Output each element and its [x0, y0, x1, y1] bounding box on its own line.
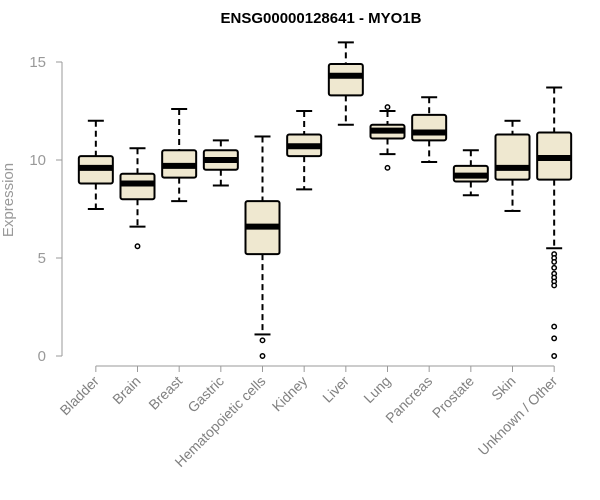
- y-axis: 0 5 10 15: [29, 54, 63, 365]
- x-tick-label: Unknown / Other: [475, 373, 561, 459]
- y-tick-label: 10: [29, 152, 46, 169]
- box-prostate: [452, 149, 489, 197]
- box-brain: [119, 147, 156, 250]
- x-tick-label: Breast: [145, 373, 185, 413]
- box-bladder: [77, 119, 114, 210]
- y-tick-label: 5: [38, 250, 46, 267]
- outlier-point: [551, 258, 558, 265]
- outlier-point: [551, 282, 558, 289]
- box-lung: [369, 104, 406, 171]
- box-gastric: [202, 139, 239, 187]
- outlier-point: [551, 323, 558, 330]
- box-hematopoietic-cells: [244, 135, 281, 359]
- outlier-point: [134, 243, 141, 250]
- box-iqr: [411, 113, 448, 142]
- box-plots: [77, 41, 573, 359]
- outlier-point: [259, 353, 266, 359]
- outlier-point: [551, 264, 558, 271]
- y-tick-label: 15: [29, 54, 46, 71]
- outlier-point: [384, 164, 391, 171]
- box-unknown-other: [536, 86, 573, 359]
- box-breast: [161, 108, 198, 203]
- box-iqr: [494, 133, 531, 181]
- box-kidney: [286, 110, 323, 191]
- y-tick-label: 0: [38, 348, 46, 365]
- x-tick-label: Prostate: [429, 373, 477, 421]
- y-axis-label: Expression: [0, 163, 17, 237]
- x-tick-label: Bladder: [57, 373, 103, 419]
- chart-title: ENSG00000128641 - MYO1B: [221, 10, 422, 27]
- box-liver: [327, 41, 364, 126]
- outlier-point: [551, 335, 558, 342]
- x-tick-label: Skin: [488, 373, 519, 404]
- box-pancreas: [411, 96, 448, 163]
- outlier-point: [551, 353, 558, 359]
- box-skin: [494, 119, 531, 212]
- x-tick-label: Liver: [319, 373, 352, 406]
- outlier-point: [259, 337, 266, 344]
- x-tick-label: Brain: [109, 373, 143, 407]
- outlier-point: [384, 104, 391, 111]
- box-iqr: [327, 62, 364, 97]
- x-tick-label: Kidney: [269, 373, 311, 415]
- x-tick-label: Lung: [360, 373, 393, 406]
